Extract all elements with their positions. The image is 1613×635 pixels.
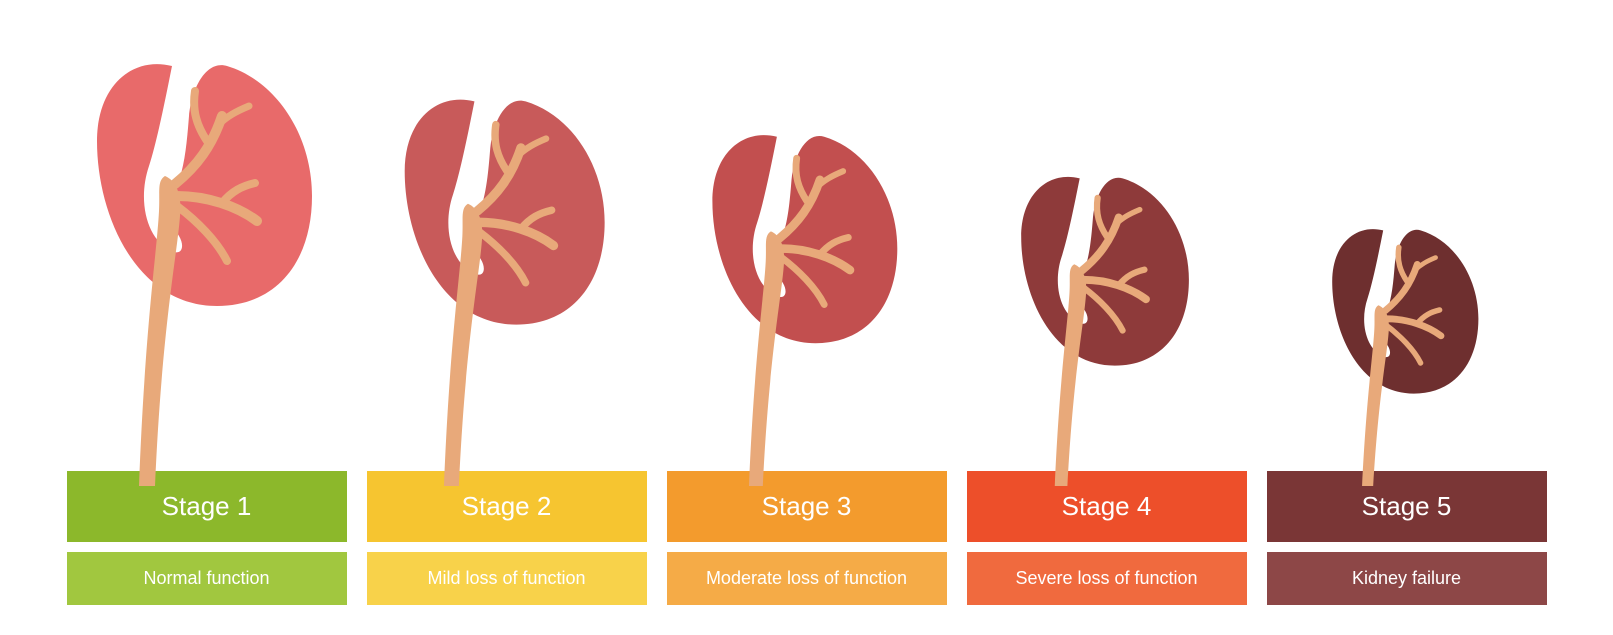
kidney-illustration-wrap [67, 51, 347, 471]
stage-card: Stage 4 Severe loss of function [967, 51, 1247, 605]
stage-card: Stage 5 Kidney failure [1267, 51, 1547, 605]
kidney-icon [77, 46, 337, 486]
stage-description: Kidney failure [1267, 552, 1547, 605]
stage-card: Stage 3 Moderate loss of function [667, 51, 947, 605]
kidney-illustration-wrap [667, 51, 947, 471]
stage-card: Stage 2 Mild loss of function [367, 51, 647, 605]
stage-description: Moderate loss of function [667, 552, 947, 605]
kidney-icon [377, 46, 637, 486]
kidney-icon [677, 46, 937, 486]
stages-row: Stage 1 Normal function Stage 2 Mild los… [0, 0, 1613, 635]
stage-description: Normal function [67, 552, 347, 605]
kidney-illustration-wrap [1267, 51, 1547, 471]
kidney-illustration-wrap [967, 51, 1247, 471]
kidney-icon [977, 46, 1237, 486]
stage-description: Severe loss of function [967, 552, 1247, 605]
stage-description: Mild loss of function [367, 552, 647, 605]
stage-card: Stage 1 Normal function [67, 51, 347, 605]
kidney-icon [1277, 46, 1537, 486]
kidney-illustration-wrap [367, 51, 647, 471]
